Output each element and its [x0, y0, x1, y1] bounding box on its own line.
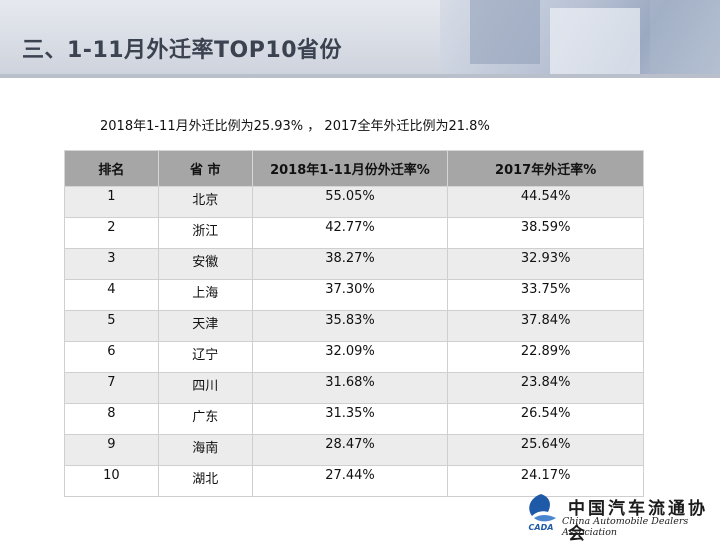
cell-rate-2018: 38.27% [251, 248, 449, 280]
cell-rank: 6 [64, 341, 159, 373]
page-title: 三、1-11月外迁率TOP10省份 [22, 38, 343, 63]
banner-divider [0, 74, 720, 78]
logo-name-en: China Automobile Dealers Association [562, 516, 689, 538]
cell-rank: 9 [64, 434, 159, 466]
cell-rank: 10 [64, 465, 159, 497]
table-body: 1 北京 55.05% 44.54% 2 浙江 42.77% 38.59% 3 安徽 38.27% 3… [64, 186, 644, 497]
cell-rank: 5 [64, 310, 159, 342]
cell-rate-2017: 38.59% [447, 217, 644, 249]
cell-province: 四川 [157, 372, 253, 404]
cell-rank: 2 [64, 217, 159, 249]
cell-rank: 1 [64, 186, 159, 218]
cell-province: 北京 [157, 186, 253, 218]
cell-rank: 3 [64, 248, 159, 280]
table-row: 1 北京 55.05% 44.54% [64, 186, 644, 218]
banner-photo [440, 0, 720, 78]
table-row: 2 浙江 42.77% 38.59% [64, 217, 644, 249]
cell-rate-2018: 32.09% [251, 341, 449, 373]
logo-name-cn: 中国汽车流通协会 [568, 499, 708, 544]
cell-province: 辽宁 [157, 341, 253, 373]
header-rate-2017: 2017年外迁率% [447, 150, 644, 187]
association-logo: CADA 中国汽车流通协会 China Automobile Dealers A… [522, 490, 712, 544]
cell-province: 广东 [157, 403, 253, 435]
cell-rate-2017: 44.54% [447, 186, 644, 218]
cell-rate-2018: 42.77% [251, 217, 449, 249]
outmigration-table: 排名 省 市 2018年1-11月份外迁率% 2017年外迁率% 1 北京 55.0… [64, 150, 644, 497]
cell-province: 天津 [157, 310, 253, 342]
cell-rate-2018: 37.30% [251, 279, 449, 311]
cell-province: 湖北 [157, 465, 253, 497]
header-rank: 排名 [64, 150, 159, 187]
table-header-row: 排名 省 市 2018年1-11月份外迁率% 2017年外迁率% [64, 150, 644, 187]
table-row: 7 四川 31.68% 23.84% [64, 372, 644, 404]
header-rate-2018: 2018年1-11月份外迁率% [251, 150, 449, 187]
cell-province: 海南 [157, 434, 253, 466]
cell-rate-2017: 32.93% [447, 248, 644, 280]
cell-rank: 7 [64, 372, 159, 404]
table-row: 4 上海 37.30% 33.75% [64, 279, 644, 311]
cell-rate-2018: 31.35% [251, 403, 449, 435]
cell-rate-2017: 23.84% [447, 372, 644, 404]
cell-rate-2017: 37.84% [447, 310, 644, 342]
cell-rank: 4 [64, 279, 159, 311]
cell-rank: 8 [64, 403, 159, 435]
table-row: 9 海南 28.47% 25.64% [64, 434, 644, 466]
cell-province: 上海 [157, 279, 253, 311]
table-row: 5 天津 35.83% 37.84% [64, 310, 644, 342]
cell-rate-2017: 33.75% [447, 279, 644, 311]
cell-rate-2018: 28.47% [251, 434, 449, 466]
cell-rate-2018: 55.05% [251, 186, 449, 218]
cell-province: 浙江 [157, 217, 253, 249]
table-row: 10 湖北 27.44% 24.17% [64, 465, 644, 497]
header-province: 省 市 [157, 150, 253, 187]
cell-rate-2018: 27.44% [251, 465, 449, 497]
cell-rate-2017: 24.17% [447, 465, 644, 497]
cada-logo-icon: CADA [529, 494, 556, 532]
cell-province: 安徽 [157, 248, 253, 280]
summary-text: 2018年1-11月外迁比例为25.93% ， 2017全年外迁比例为21.8% [100, 119, 490, 134]
cell-rate-2017: 26.54% [447, 403, 644, 435]
table-row: 6 辽宁 32.09% 22.89% [64, 341, 644, 373]
cell-rate-2018: 35.83% [251, 310, 449, 342]
table-row: 8 广东 31.35% 26.54% [64, 403, 644, 435]
cell-rate-2017: 22.89% [447, 341, 644, 373]
table-row: 3 安徽 38.27% 32.93% [64, 248, 644, 280]
cell-rate-2017: 25.64% [447, 434, 644, 466]
title-banner [0, 0, 720, 78]
cell-rate-2018: 31.68% [251, 372, 449, 404]
logo-mark-text: CADA [529, 523, 554, 532]
